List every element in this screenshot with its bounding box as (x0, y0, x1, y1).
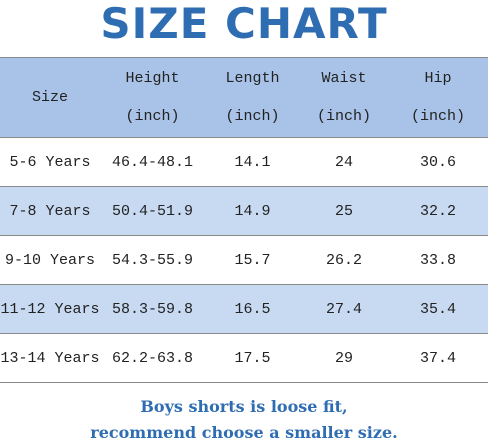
table-cell: 15.7 (205, 235, 300, 285)
header-text: Size (31, 88, 68, 106)
table-cell: 13-14 Years (0, 333, 100, 383)
table-cell: 46.4-48.1 (100, 137, 205, 187)
size-table: Size Height (inch) Length (inch) Waist (inch) H… (0, 57, 488, 383)
header-text: (inch) (316, 107, 371, 125)
table-cell: 33.8 (388, 235, 488, 285)
column-header: Length (inch) (205, 57, 300, 138)
table-row: 11-12 Years 58.3-59.8 16.5 27.4 35.4 (0, 284, 488, 334)
table-cell: 32.2 (388, 186, 488, 236)
table-cell: 29 (300, 333, 388, 383)
table-cell: 35.4 (388, 284, 488, 334)
header-row: Size Height (inch) Length (inch) Waist (inch) H… (0, 57, 488, 138)
table-cell: 50.4-51.9 (100, 186, 205, 236)
table-cell: 25 (300, 186, 388, 236)
table-cell: 11-12 Years (0, 284, 100, 334)
table-row: 13-14 Years 62.2-63.8 17.5 29 37.4 (0, 333, 488, 383)
table-row: 7-8 Years 50.4-51.9 14.9 25 32.2 (0, 186, 488, 236)
table-cell: 58.3-59.8 (100, 284, 205, 334)
column-header: Height (inch) (100, 57, 205, 138)
header-text: (inch) (410, 107, 465, 125)
table-cell: 62.2-63.8 (100, 333, 205, 383)
header-text: Length (225, 69, 280, 87)
header-text: Waist (321, 69, 367, 87)
footer-line: recommend choose a smaller size. (90, 423, 398, 442)
footer-line: Boys shorts is loose fit, (140, 397, 348, 416)
table-cell: 37.4 (388, 333, 488, 383)
column-header: Waist (inch) (300, 57, 388, 138)
table-cell: 17.5 (205, 333, 300, 383)
table-cell: 9-10 Years (0, 235, 100, 285)
header-text: (inch) (125, 107, 180, 125)
title: SIZE CHART (100, 0, 388, 48)
table-cell: 5-6 Years (0, 137, 100, 187)
table-cell: 24 (300, 137, 388, 187)
table-cell: 14.9 (205, 186, 300, 236)
table-cell: 14.1 (205, 137, 300, 187)
column-header: Size (0, 57, 100, 138)
table-cell: 26.2 (300, 235, 388, 285)
table-cell: 27.4 (300, 284, 388, 334)
table-cell: 16.5 (205, 284, 300, 334)
header-text: (inch) (225, 107, 280, 125)
table-row: 5-6 Years 46.4-48.1 14.1 24 30.6 (0, 137, 488, 187)
header-text: Hip (424, 69, 452, 87)
table-row: 9-10 Years 54.3-55.9 15.7 26.2 33.8 (0, 235, 488, 285)
header-text: Height (125, 69, 180, 87)
table-cell: 30.6 (388, 137, 488, 187)
table-cell: 7-8 Years (0, 186, 100, 236)
table-cell: 54.3-55.9 (100, 235, 205, 285)
column-header: Hip (inch) (388, 57, 488, 138)
